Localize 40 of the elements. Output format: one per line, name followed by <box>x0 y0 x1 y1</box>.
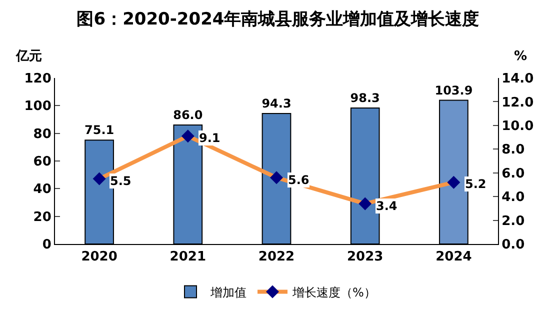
legend-label: 增加值 <box>210 285 246 300</box>
point <box>358 197 372 210</box>
y2-tick-label: 14.0 <box>502 72 534 87</box>
data-label: 86.0 <box>173 108 203 122</box>
y2-tick-label: 6.0 <box>502 166 525 182</box>
y2-axis-title: % <box>514 49 528 64</box>
data-label: 5.6 <box>288 173 310 187</box>
point <box>270 171 283 184</box>
y-tick-label: 100 <box>24 99 52 114</box>
point <box>92 172 106 186</box>
data-label: 5.2 <box>465 177 486 191</box>
data-label: 75.1 <box>84 123 114 138</box>
legend-label: 增长速度（%） <box>292 285 376 300</box>
y2-tick-label: 0.0 <box>502 238 525 253</box>
y-tick-label: 0 <box>42 238 52 253</box>
data-label: 5.5 <box>110 174 132 188</box>
y2-tick-label: 10.0 <box>502 118 534 134</box>
data-label: 3.4 <box>376 199 398 213</box>
y2-tick-label: 8.0 <box>502 142 525 158</box>
y-tick-label: 20 <box>33 210 52 225</box>
x-tick-label: 2021 <box>170 250 206 265</box>
point <box>447 176 460 189</box>
x-tick-label: 2024 <box>436 250 472 265</box>
y2-tick-label: 2.0 <box>502 214 525 229</box>
chart-title: 图6：2020-2024年南城县服务业增加值及增长速度 <box>76 10 480 30</box>
point <box>181 130 194 143</box>
data-label: 103.9 <box>434 83 473 98</box>
y-tick-label: 80 <box>33 126 52 142</box>
y-tick-label: 60 <box>33 154 52 170</box>
y-axis-title: 亿元 <box>15 49 42 64</box>
y-tick-label: 120 <box>24 72 52 87</box>
y2-tick-label: 4.0 <box>502 190 525 206</box>
x-tick-label: 2022 <box>258 250 295 265</box>
x-tick-label: 2020 <box>81 250 118 265</box>
y2-tick-label: 12.0 <box>502 95 534 110</box>
data-label: 94.3 <box>262 96 292 111</box>
data-label: 98.3 <box>350 91 380 106</box>
x-tick-label: 2023 <box>347 250 384 265</box>
y-tick-label: 40 <box>33 182 52 198</box>
data-label: 9.1 <box>199 131 220 145</box>
